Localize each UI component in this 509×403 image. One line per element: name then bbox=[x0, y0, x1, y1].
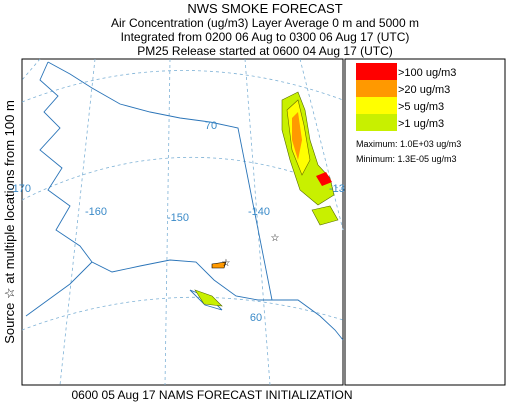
footer: 0600 05 Aug 17 NAMS FORECAST INITIALIZAT… bbox=[72, 388, 353, 402]
smoke-plume: ☆ ☆ bbox=[194, 91, 339, 307]
lon-label: -150 bbox=[167, 212, 189, 224]
source-label: Source ☆ at multiple locations from 100 … bbox=[2, 100, 17, 344]
legend-swatch bbox=[356, 114, 397, 131]
subtitle: Air Concentration (ug/m3) Layer Average … bbox=[111, 16, 419, 30]
graticule bbox=[21, 58, 344, 386]
lon-label: -170 bbox=[9, 183, 31, 195]
legend-swatch bbox=[356, 80, 397, 97]
minimum: Minimum: 1.3E-05 ug/m3 bbox=[356, 154, 457, 164]
lon-label: -160 bbox=[85, 206, 107, 218]
svg-text:☆: ☆ bbox=[222, 258, 231, 269]
legend-swatch bbox=[356, 63, 397, 80]
subtitle: Integrated from 0200 06 Aug to 0300 06 A… bbox=[121, 30, 410, 44]
legend-label: >1 ug/m3 bbox=[398, 118, 444, 130]
lon-label: -140 bbox=[248, 206, 270, 218]
svg-text:☆: ☆ bbox=[271, 233, 280, 244]
subtitle: PM25 Release started at 0600 04 Aug 17 (… bbox=[137, 44, 392, 58]
legend-label: >100 ug/m3 bbox=[398, 67, 456, 79]
lat-label: 60 bbox=[250, 312, 262, 324]
legend-swatch bbox=[356, 97, 397, 114]
maximum: Maximum: 1.0E+03 ug/m3 bbox=[356, 139, 461, 149]
legend-label: >5 ug/m3 bbox=[398, 101, 444, 113]
title: NWS SMOKE FORECAST bbox=[187, 1, 342, 16]
legend-label: >20 ug/m3 bbox=[398, 84, 450, 96]
lat-label: 70 bbox=[205, 120, 217, 132]
legend: >100 ug/m3 >20 ug/m3 >5 ug/m3 >1 ug/m3 bbox=[356, 63, 456, 131]
